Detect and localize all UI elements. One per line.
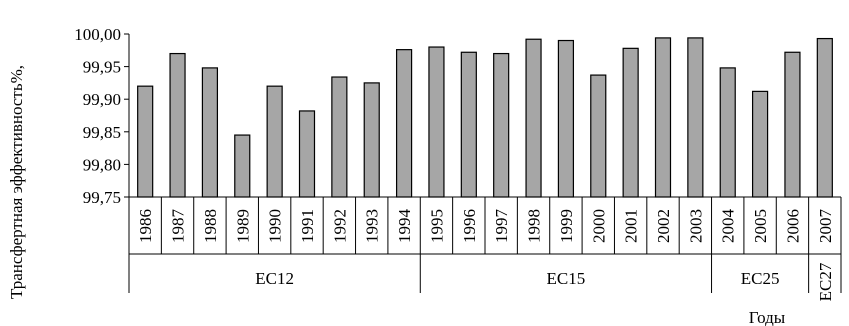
bar-1998 [525, 38, 542, 198]
x-tick-label-2007: 2007 [816, 209, 835, 244]
y-tick-label: 99,75 [83, 188, 121, 207]
bar-2002 [654, 37, 672, 198]
x-tick-label-2003: 2003 [686, 209, 705, 243]
bar-2006 [784, 51, 801, 198]
bar-2003 [687, 37, 704, 198]
group-label-EC15: EC15 [547, 269, 586, 288]
x-groups-group: EC12 EC15 EC25 EC27 [128, 254, 842, 301]
bars-group [137, 37, 833, 198]
x-tick-label-1987: 1987 [169, 209, 188, 244]
x-tick-label-2002: 2002 [654, 209, 673, 243]
x-tick-label-1986: 1986 [136, 209, 155, 243]
y-ticks-group: 99,75 99,80 99,85 99,90 99,95 100,00 [74, 25, 129, 207]
bar-1994 [395, 49, 413, 198]
group-label-EC12: EC12 [255, 269, 294, 288]
y-axis-label: Трансфертная эффективность%, [7, 65, 26, 299]
bar-1988 [201, 67, 219, 198]
bar-1989 [234, 134, 251, 198]
bar-2000 [590, 74, 607, 198]
bar-2005 [751, 90, 769, 198]
bar-1997 [493, 52, 510, 198]
bar-1996 [460, 51, 477, 198]
bar-1990 [266, 85, 283, 198]
x-tick-label-2001: 2001 [622, 209, 641, 243]
group-label-EC25: EC25 [741, 269, 780, 288]
y-tick-label: 100,00 [74, 25, 121, 44]
x-tick-label-1990: 1990 [266, 209, 285, 243]
x-categories-group: 1986 1987 1988 1989 1990 1991 1992 1993 1994 1995… [128, 197, 842, 255]
x-tick-label-1993: 1993 [363, 209, 382, 243]
y-tick-label: 99,90 [83, 90, 121, 109]
bar-2004 [719, 67, 736, 198]
x-tick-label-1988: 1988 [201, 209, 220, 243]
x-tick-label-1995: 1995 [427, 209, 446, 243]
bar-2007 [816, 37, 833, 198]
x-tick-label-1994: 1994 [395, 209, 414, 244]
bar-1993 [363, 82, 380, 198]
x-tick-label-1991: 1991 [298, 209, 317, 243]
x-axis-label: Годы [749, 308, 786, 326]
x-tick-label-1996: 1996 [460, 209, 479, 243]
bar-1992 [331, 76, 348, 198]
x-tick-label-2000: 2000 [589, 209, 608, 243]
bar-2001 [622, 47, 639, 198]
y-tick-label: 99,85 [83, 123, 121, 142]
x-tick-label-1992: 1992 [330, 209, 349, 243]
group-label-EC27: EC27 [816, 262, 835, 301]
x-tick-label-1998: 1998 [525, 209, 544, 243]
y-tick-label: 99,95 [83, 58, 121, 77]
bar-1991 [298, 110, 316, 198]
bar-1999 [557, 39, 575, 198]
bar-1986 [137, 85, 154, 198]
bar-1995 [428, 46, 445, 198]
x-tick-label-1997: 1997 [492, 209, 511, 244]
x-tick-label-1989: 1989 [233, 209, 252, 243]
x-tick-label-2005: 2005 [751, 209, 770, 243]
y-tick-label: 99,80 [83, 155, 121, 174]
x-tick-label-2004: 2004 [719, 209, 738, 244]
x-tick-label-2006: 2006 [783, 209, 802, 243]
x-tick-label-1999: 1999 [557, 209, 576, 243]
bar-1987 [169, 52, 186, 198]
